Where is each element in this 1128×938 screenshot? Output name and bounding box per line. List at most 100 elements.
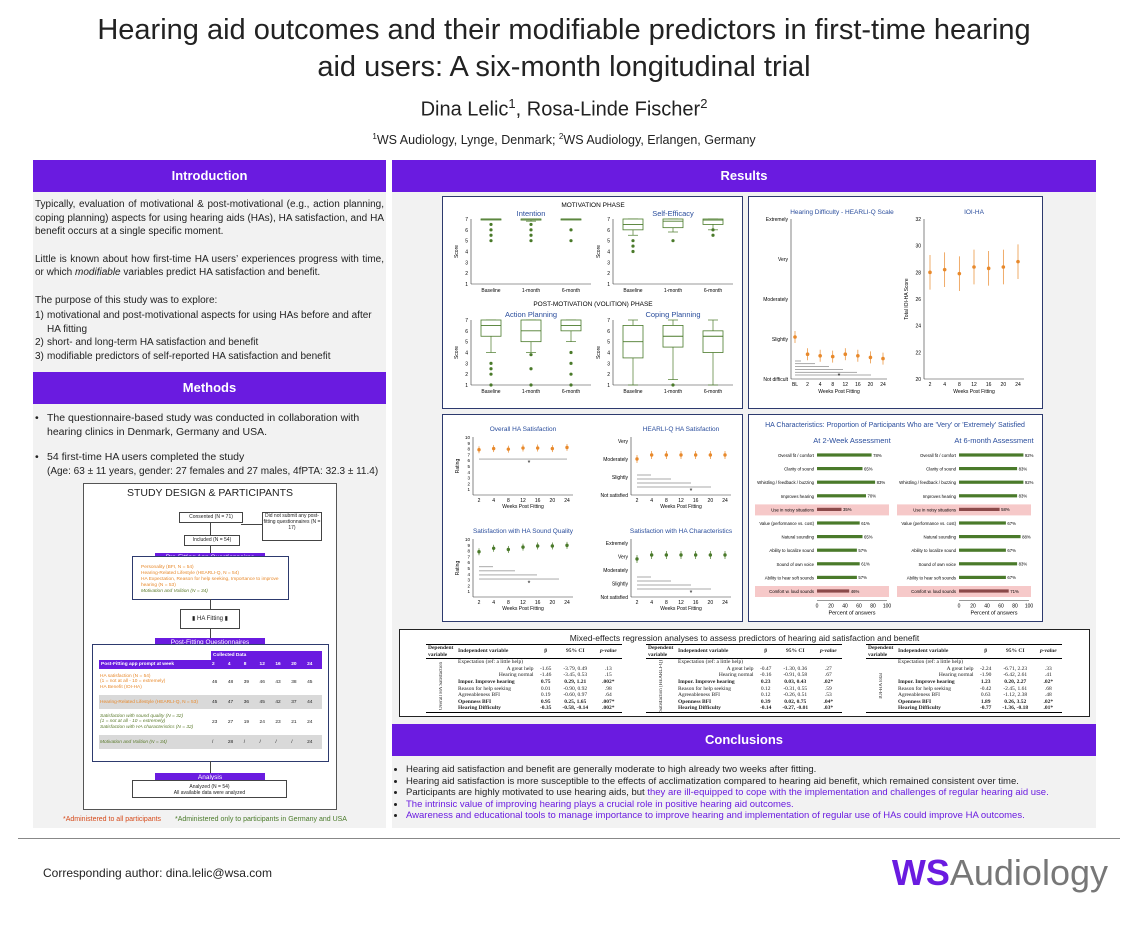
char-sat-point (649, 553, 654, 557)
cell: 36 (243, 699, 250, 705)
char-2w-bar (817, 467, 863, 471)
regression-header-row: Dependent variable Independent variable β 9… (426, 644, 622, 659)
char-2w-bar (817, 589, 850, 593)
char-sat-x-tick: 20 (708, 600, 714, 606)
y-tick-label: 2 (465, 372, 468, 378)
sound-sat-y-tick: 5 (467, 566, 470, 571)
cell: / (275, 739, 277, 745)
char-title: HA Characteristics: Proportion of Partic… (765, 422, 1025, 429)
regression-cell: 0.03, 0.43 (784, 678, 807, 685)
char-2w-value: 61% (861, 521, 870, 526)
logo-audiology: Audiology (949, 852, 1108, 893)
pre-fitting-box: Personality (BFI, N = 54) Hearing-Relate… (132, 556, 289, 600)
y-axis-label: Score (454, 245, 460, 258)
char-6m-bar (959, 494, 1018, 498)
hd-point (793, 335, 797, 339)
row-label: HA satisfaction (N = 54) (1 = not at all… (100, 673, 166, 690)
sound-sat-x-tick: 8 (507, 600, 510, 606)
hearing-difficulty-ioi-charts: Hearing Difficulty - HEARLI-Q Scale Extre… (748, 196, 1043, 409)
regression-cell: 0.63 (980, 692, 991, 699)
regression-cell: Reason for help seeking (898, 685, 951, 692)
regression-cell: .41 (1044, 672, 1052, 679)
char-6m-bar (959, 480, 1024, 484)
regression-row: Openness BFI 1.89 0.26, 3.52 .02* (866, 699, 1062, 706)
regression-row: A great help -0.47 -1.30, 0.36 .27 (646, 666, 842, 673)
overall-sat-y-tick: 3 (467, 476, 470, 481)
ioi-point (972, 265, 976, 269)
ioi-y-tick: 22 (915, 350, 921, 356)
logo-ws: WS (891, 852, 950, 893)
regression-cell: .002* (602, 705, 615, 712)
regression-row: Agreeableness BFI 0.63 -1.12, 2.38 .48 (866, 692, 1062, 699)
ioi-point (986, 266, 991, 271)
char-2w-bar (817, 521, 860, 525)
regression-cell: -0.26, 0.51 (783, 692, 808, 699)
ioi-y-tick: 30 (915, 244, 921, 250)
footnote-all: *Administered to all participants (63, 816, 162, 823)
regression-cell: Openness BFI (678, 698, 712, 705)
ioi-x-tick: 16 (986, 382, 992, 388)
box-chart-title: Intention (517, 209, 546, 218)
char-sat-x-tick: 2 (636, 600, 639, 606)
regression-cell: Openness BFI (898, 698, 932, 705)
regression-cell: 0.26, 3.52 (1004, 698, 1027, 705)
overall-sat-point (477, 448, 481, 452)
hd-x-label: Weeks Post Fitting (818, 389, 860, 395)
sound-sat-y-tick: 3 (467, 578, 470, 583)
regression-header-cell: 95% CI (566, 648, 585, 655)
box (702, 330, 724, 353)
regression-cell: .04* (823, 698, 834, 705)
hearli-sat-point (723, 453, 727, 457)
week-row: Post-Fitting app prompt at week 2 4 8 12 16 2… (99, 660, 322, 669)
regression-cell: Hearing normal (718, 672, 754, 679)
hd-level-label: Not difficult (763, 377, 788, 383)
char-2w-value: 61% (861, 562, 870, 567)
hd-point (818, 354, 822, 358)
char-6m-bar (959, 467, 1018, 471)
outlier-point (711, 228, 715, 232)
regression-row: Agreeableness BFI 0.19 -0.60, 0.97 .64 (426, 692, 622, 699)
outlier-point (631, 249, 635, 254)
char-sat-point (708, 553, 713, 557)
overall-sat-y-tick: 2 (467, 481, 470, 486)
ioi-y-tick: 32 (915, 217, 921, 223)
overall-sat-point (550, 446, 555, 451)
char-sat-level: Very (618, 555, 629, 561)
hd-point (868, 355, 873, 360)
cell: 45 (307, 679, 313, 685)
x-tick-label: Baseline (481, 389, 500, 395)
regression-header-cell: Independent variable (678, 648, 729, 655)
cell: 39 (243, 679, 250, 685)
char-2w-value: 78% (873, 453, 882, 458)
regression-cell: Hearing Difficulty (458, 705, 501, 712)
post-fitting-table-box: Collected Data Post-Fitting app prompt a… (92, 644, 329, 762)
regression-cell: .15 (604, 672, 612, 679)
sound-sat-point (506, 547, 511, 552)
hd-level-label: Very (778, 257, 789, 263)
regression-cell: 0.39 (760, 698, 771, 705)
char-6m-bar (959, 521, 1006, 525)
char-2w-x-tick: 20 (828, 604, 834, 610)
char-6m-x-tick: 20 (970, 604, 976, 610)
hearli-sat-x-tick: 4 (650, 498, 653, 504)
pre-item-3: HA Expectation, Reason for help seeking,… (141, 577, 279, 588)
char-6m-value: 71% (1010, 589, 1019, 594)
overall-sat-x-tick: 16 (535, 498, 541, 504)
regression-cell: Expectation (ref: a little help) (458, 659, 524, 666)
char-2w-x-tick: 40 (842, 604, 848, 610)
title-line-1: Hearing aid outcomes and their modifiabl… (97, 14, 1031, 46)
overall-sat-point (491, 446, 496, 451)
sound-sat-y-tick: 10 (465, 537, 471, 542)
cell: 27 (227, 719, 234, 725)
sound-sat-y-tick: 6 (467, 560, 470, 565)
y-tick-label: 7 (607, 318, 610, 324)
regression-header-cell: Independent variable (898, 648, 949, 655)
regression-cell: .33 (1044, 665, 1052, 672)
week-cell: 16 (275, 662, 281, 667)
week-cell: 4 (227, 662, 231, 667)
post-motivation-phase-label: POST-MOTIVATION (VOLITION) PHASE (533, 301, 653, 308)
outlier-point (631, 244, 635, 248)
regression-row: Hearing normal -0.16 -0.91, 0.58 .67 (646, 672, 842, 679)
table-row: Satisfaction with sound quality (N = 32)… (99, 709, 322, 735)
regression-row: Impor. Improve hearing 0.23 0.03, 0.43 .02* (646, 679, 842, 686)
